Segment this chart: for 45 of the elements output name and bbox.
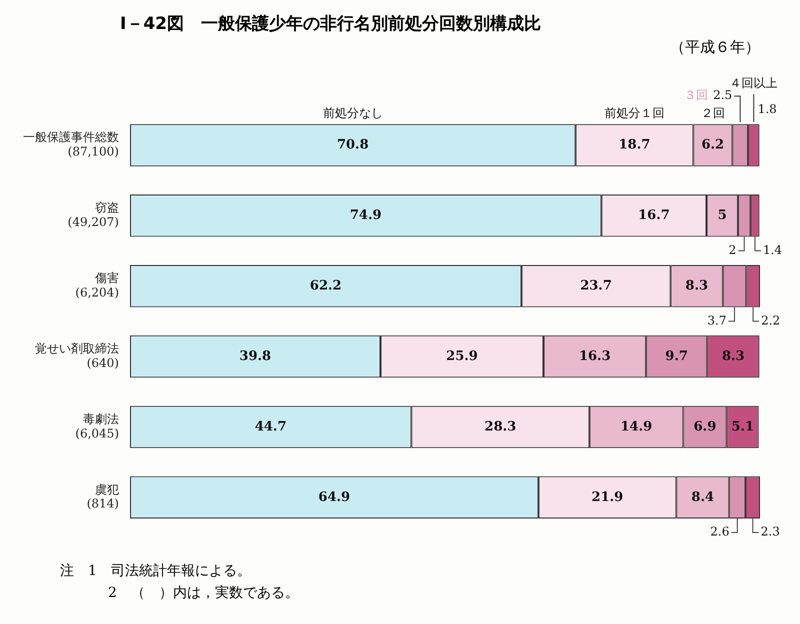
data-label: 8.3	[685, 278, 708, 294]
data-label: 14.9	[620, 419, 652, 434]
text: 2 （ ）内は，実数である。	[107, 584, 299, 603]
data-label: 6.9	[694, 419, 716, 434]
data-label: 8.4	[691, 490, 714, 505]
data-label: 16.3	[578, 348, 611, 364]
data-label: 74.9	[350, 208, 382, 224]
y-tick-label: 覚せい剤取締法 (640)	[35, 341, 119, 370]
data-label: 9.7	[665, 348, 688, 364]
data-label: 8.3	[722, 348, 745, 364]
data-label: 21.9	[592, 490, 624, 505]
data-label: 5	[718, 208, 727, 224]
data-label: 2.2	[761, 313, 780, 328]
y-tick-label: 毒劇法 (6,045)	[75, 412, 119, 440]
chart-subtitle: （平成６年）	[670, 38, 760, 57]
text: 注 1 司法統計年報による。	[60, 562, 252, 581]
data-label: 16.7	[638, 208, 670, 224]
data-label: 64.9	[318, 490, 350, 505]
series-label: 前処分なし	[322, 106, 383, 120]
data-label: 18.7	[618, 138, 650, 153]
data-label: 44.7	[254, 419, 286, 434]
data-label: 1.8	[758, 102, 777, 116]
data-label: 6.2	[701, 138, 724, 153]
chart-title: Ⅰ－42図 一般保護少年の非行名別前処分回数別構成比	[120, 13, 541, 35]
text: ４回以上	[730, 76, 778, 90]
y-tick-label: 傷害 (6,204)	[75, 271, 119, 300]
data-label: 62.2	[310, 278, 342, 294]
data-label: 1.4	[762, 242, 782, 257]
data-label: 2	[728, 242, 736, 257]
y-tick-label: 虞犯 (814)	[86, 482, 119, 511]
series-label: ２回	[700, 106, 725, 120]
text: ３回	[684, 88, 708, 102]
series-label: 前処分１回	[604, 106, 664, 120]
data-label: 2.6	[710, 524, 730, 539]
data-label: 70.8	[336, 138, 369, 153]
y-tick-label: 窃盗 (49,207)	[68, 200, 119, 229]
data-label: 3.7	[707, 313, 727, 328]
data-label: 23.7	[580, 278, 612, 294]
data-label: 2.5	[713, 88, 732, 102]
data-label: 25.9	[446, 348, 478, 364]
data-label: 28.3	[484, 419, 516, 434]
data-label: 5.1	[731, 419, 754, 434]
data-label: 2.3	[760, 524, 780, 539]
data-label: 39.8	[239, 348, 272, 364]
y-tick-label: 一般保護事件総数 (87,100)	[23, 130, 119, 159]
